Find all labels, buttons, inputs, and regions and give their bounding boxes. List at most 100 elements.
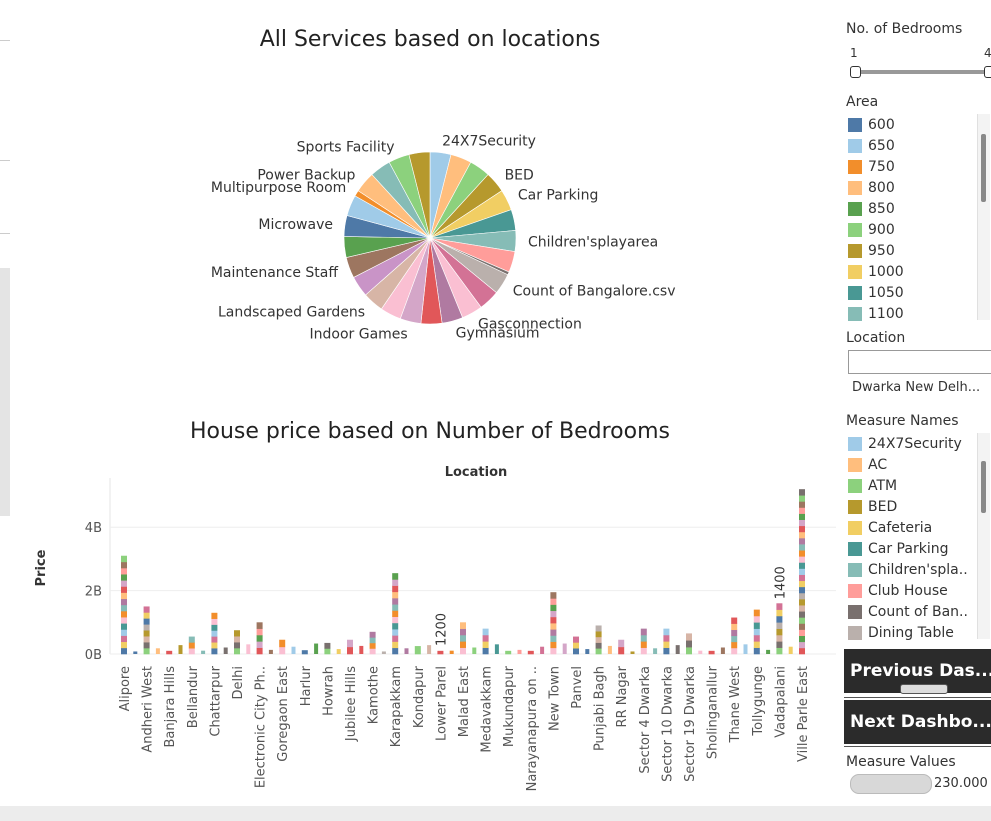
measure-names-scroll-thumb[interactable] [981, 461, 986, 513]
bar-chart-bar[interactable] [121, 635, 127, 643]
bar-chart-bar[interactable] [211, 642, 218, 649]
area-legend-item[interactable]: 1000 [848, 261, 904, 282]
measure-names-legend-item[interactable]: BED [848, 496, 968, 517]
bar-chart-bar[interactable] [540, 646, 545, 654]
bar-chart-bar[interactable] [663, 641, 670, 648]
bar-chart-bar[interactable] [753, 609, 760, 617]
bar-chart-bar[interactable] [720, 647, 725, 654]
bar-chart-bar[interactable] [527, 650, 534, 655]
bar-chart-bar[interactable] [381, 651, 386, 654]
measure-names-legend-item[interactable]: Dining Table [848, 622, 968, 643]
bar-chart-bar[interactable] [121, 592, 127, 600]
bar-chart-bar[interactable] [698, 650, 703, 654]
bar-chart-bar[interactable] [121, 555, 127, 563]
bar-chart-bar[interactable] [799, 531, 805, 539]
bar-chart-bar[interactable] [686, 640, 692, 648]
bar-chart-bar[interactable] [188, 648, 195, 655]
bar-chart-bar[interactable] [731, 629, 738, 637]
bar-chart-bar[interactable] [799, 513, 805, 520]
bar-chart-bar[interactable] [799, 489, 805, 496]
bar-chart-bar[interactable] [143, 612, 150, 619]
bar-chart-bar[interactable] [686, 633, 692, 641]
bar-chart-bar[interactable] [121, 598, 127, 606]
bar-chart-bar[interactable] [211, 618, 218, 625]
bar-chart-bar[interactable] [799, 629, 805, 636]
bar-chart-bar[interactable] [268, 649, 273, 654]
bar-chart-bar[interactable] [369, 631, 376, 638]
bar-chart-bar[interactable] [731, 641, 738, 649]
bar-chart-bar[interactable] [799, 507, 805, 514]
area-legend-scroll-thumb[interactable] [981, 134, 986, 202]
bar-chart-bar[interactable] [121, 641, 127, 649]
bar-chart-bar[interactable] [246, 644, 251, 654]
bar-chart-bar[interactable] [595, 625, 602, 632]
pie-chart[interactable]: 24X7Security BED Car Parking Children'splay… [10, 0, 844, 400]
location-search-input[interactable] [848, 350, 991, 374]
bar-chart-bar[interactable] [392, 604, 399, 611]
bar-chart-bar[interactable] [776, 641, 783, 648]
bar-chart-bar[interactable] [550, 604, 557, 612]
bar-chart-bar[interactable] [256, 628, 263, 636]
bar-chart-bar[interactable] [188, 642, 195, 649]
bar-chart-bar[interactable] [404, 648, 409, 654]
bar-chart-bar[interactable] [776, 628, 783, 636]
bar-chart-bar[interactable] [460, 628, 466, 636]
bar-chart-bar[interactable] [143, 618, 150, 625]
area-legend-item[interactable]: 800 [848, 177, 904, 198]
bar-chart-bar[interactable] [585, 649, 590, 654]
bar-chart-bar[interactable] [743, 644, 748, 654]
measure-names-scrollbar[interactable] [977, 433, 990, 639]
bar-chart-bar[interactable] [359, 645, 364, 654]
bar-chart-bar[interactable] [731, 623, 738, 630]
bar-chart-bar[interactable] [753, 615, 760, 623]
bar-chart-bar[interactable] [143, 630, 150, 637]
bedrooms-slider-track[interactable] [854, 70, 988, 74]
bar-chart-bar[interactable] [753, 628, 760, 636]
bar-chart-bar[interactable] [494, 644, 499, 654]
bar-chart-bar[interactable] [121, 611, 127, 618]
bar-chart-bar[interactable] [573, 648, 579, 655]
bar-chart-bar[interactable] [460, 641, 466, 648]
bar-chart-bar[interactable] [731, 647, 738, 655]
bar-chart-bar[interactable] [256, 634, 263, 642]
bar-chart-bar[interactable] [799, 501, 805, 508]
bar-chart-bar[interactable] [799, 525, 805, 533]
bar-chart-bar[interactable] [392, 585, 399, 593]
bar-chart-bar[interactable] [234, 648, 240, 655]
bar-chart-bar[interactable] [595, 631, 602, 638]
bar-chart-bar[interactable] [799, 550, 805, 557]
bar-chart-bar[interactable] [392, 647, 399, 655]
bar-chart-bar[interactable] [550, 629, 557, 636]
bar-chart-bar[interactable] [256, 622, 263, 629]
bedrooms-slider-max-handle[interactable] [984, 66, 991, 78]
bar-chart-bar[interactable] [201, 650, 206, 654]
bar-chart-bar[interactable] [799, 617, 805, 624]
bar-chart-bar[interactable] [766, 649, 771, 654]
area-legend-scrollbar[interactable] [977, 114, 990, 320]
bar-chart-bar[interactable] [799, 592, 805, 600]
bar-chart-bar[interactable] [799, 562, 805, 569]
bar-chart-bar[interactable] [449, 650, 454, 654]
bar-chart-bar[interactable] [121, 561, 127, 569]
bar-chart-bar[interactable] [776, 609, 783, 617]
bar-chart-bar[interactable] [336, 649, 341, 654]
bar-chart-bar[interactable] [731, 635, 738, 643]
bar-chart-bar[interactable] [799, 641, 805, 649]
bar-chart-bar[interactable] [799, 519, 805, 527]
bar-chart-bar[interactable] [799, 605, 805, 612]
bar-chart[interactable]: Location Price 0B 2B 4B Alipore Andheri Wes… [10, 0, 844, 806]
area-legend-item[interactable]: 1100 [848, 303, 904, 324]
bar-chart-bar[interactable] [234, 642, 240, 649]
bar-chart-bar[interactable] [121, 623, 127, 630]
bar-chart-bar[interactable] [753, 622, 760, 629]
bar-chart-bar[interactable] [256, 641, 263, 648]
bar-chart-bar[interactable] [562, 643, 567, 654]
bar-chart-bar[interactable] [211, 636, 218, 643]
bar-chart-bar[interactable] [279, 646, 286, 655]
bar-chart-bar[interactable] [595, 648, 602, 655]
bar-chart-bar[interactable] [799, 568, 805, 575]
bar-chart-bar[interactable] [121, 586, 127, 593]
bar-chart-bar[interactable] [640, 647, 647, 655]
bar-chart-bar[interactable] [392, 573, 399, 580]
bar-chart-bar[interactable] [550, 623, 557, 630]
